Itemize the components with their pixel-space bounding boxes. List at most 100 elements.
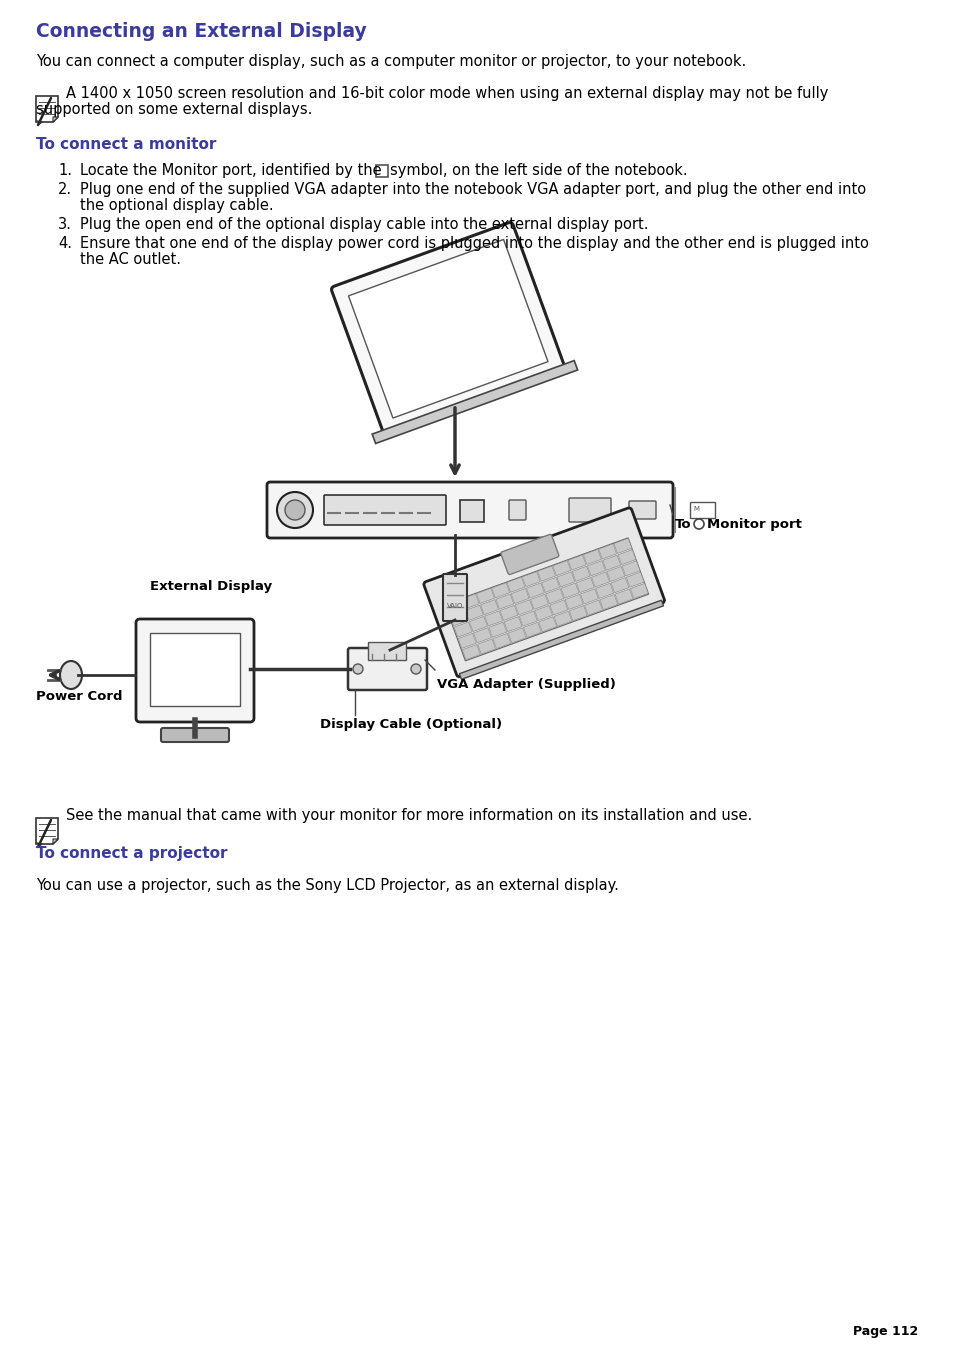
Bar xyxy=(621,561,639,576)
FancyBboxPatch shape xyxy=(423,508,664,677)
Bar xyxy=(523,623,540,638)
Bar xyxy=(534,605,552,620)
Bar xyxy=(477,639,495,654)
Text: Power Cord: Power Cord xyxy=(36,690,122,703)
Bar xyxy=(515,600,533,615)
Bar xyxy=(554,611,572,627)
Bar xyxy=(618,550,636,565)
Bar xyxy=(576,577,594,593)
Bar xyxy=(625,571,643,588)
Text: Page 112: Page 112 xyxy=(852,1325,917,1337)
Circle shape xyxy=(411,663,420,674)
Text: VGA Adapter (Supplied): VGA Adapter (Supplied) xyxy=(436,678,616,690)
Bar xyxy=(462,644,479,659)
Text: See the manual that came with your monitor for more information on its installat: See the manual that came with your monit… xyxy=(66,808,752,823)
FancyBboxPatch shape xyxy=(500,535,558,574)
Bar xyxy=(476,588,494,604)
Bar xyxy=(459,500,483,521)
Ellipse shape xyxy=(60,661,82,689)
Bar xyxy=(557,571,575,586)
Text: Plug one end of the supplied VGA adapter into the notebook VGA adapter port, and: Plug one end of the supplied VGA adapter… xyxy=(80,182,865,197)
Bar xyxy=(484,611,502,626)
Bar xyxy=(511,589,529,604)
Text: External Display: External Display xyxy=(150,580,272,593)
Text: VAIO: VAIO xyxy=(447,603,463,609)
FancyBboxPatch shape xyxy=(267,482,672,538)
Text: supported on some external displays.: supported on some external displays. xyxy=(36,101,312,118)
Bar xyxy=(503,616,521,632)
FancyBboxPatch shape xyxy=(509,500,525,520)
Text: Plug the open end of the optional display cable into the external display port.: Plug the open end of the optional displa… xyxy=(80,218,648,232)
Bar xyxy=(553,561,570,576)
Bar xyxy=(372,361,577,443)
Bar xyxy=(445,600,463,615)
FancyBboxPatch shape xyxy=(161,728,229,742)
Circle shape xyxy=(693,519,703,530)
Text: the optional display cable.: the optional display cable. xyxy=(80,199,274,213)
Text: 1.: 1. xyxy=(58,163,71,178)
Text: You can connect a computer display, such as a computer monitor or projector, to : You can connect a computer display, such… xyxy=(36,54,745,69)
Bar xyxy=(526,582,544,598)
Text: Connecting an External Display: Connecting an External Display xyxy=(36,22,366,41)
FancyBboxPatch shape xyxy=(332,223,564,435)
Bar xyxy=(459,600,662,680)
Bar xyxy=(493,634,510,648)
Bar xyxy=(595,584,613,598)
Bar xyxy=(530,594,548,609)
Bar xyxy=(541,577,559,593)
Bar xyxy=(454,621,472,638)
Bar xyxy=(572,566,590,581)
Text: You can use a projector, such as the Sony LCD Projector, as an external display.: You can use a projector, such as the Son… xyxy=(36,878,618,893)
Text: A 1400 x 1050 screen resolution and 16-bit color mode when using an external dis: A 1400 x 1050 screen resolution and 16-b… xyxy=(66,86,827,101)
FancyBboxPatch shape xyxy=(568,499,610,521)
Bar xyxy=(602,555,620,570)
Text: To connect a monitor: To connect a monitor xyxy=(36,136,216,153)
Bar xyxy=(598,544,616,559)
Bar xyxy=(460,594,478,609)
Bar xyxy=(368,642,406,661)
Bar xyxy=(630,584,648,598)
Bar xyxy=(599,594,618,609)
Circle shape xyxy=(276,492,313,528)
Bar xyxy=(488,623,506,638)
Bar xyxy=(584,600,602,615)
Bar xyxy=(689,503,714,517)
Bar xyxy=(560,584,578,598)
Bar xyxy=(457,634,476,648)
Polygon shape xyxy=(36,96,58,122)
Bar xyxy=(587,561,605,576)
Text: Display Cable (Optional): Display Cable (Optional) xyxy=(319,717,501,731)
Bar xyxy=(375,165,388,177)
Polygon shape xyxy=(36,817,58,844)
Bar xyxy=(473,628,491,643)
FancyBboxPatch shape xyxy=(442,574,467,621)
Text: Monitor port: Monitor port xyxy=(706,517,801,531)
Text: 2.: 2. xyxy=(58,182,72,197)
Bar xyxy=(568,555,585,570)
Bar xyxy=(591,571,609,588)
FancyBboxPatch shape xyxy=(324,494,446,526)
Bar xyxy=(469,616,487,631)
Bar xyxy=(522,571,539,586)
FancyBboxPatch shape xyxy=(348,648,427,690)
Polygon shape xyxy=(53,839,58,844)
Text: To: To xyxy=(675,517,691,531)
Bar xyxy=(606,566,624,581)
Bar xyxy=(465,605,483,620)
Polygon shape xyxy=(53,118,58,122)
Bar xyxy=(499,605,517,620)
Text: M: M xyxy=(692,507,699,512)
Bar xyxy=(518,611,537,626)
Text: the AC outlet.: the AC outlet. xyxy=(80,253,181,267)
Bar xyxy=(610,578,628,593)
Bar xyxy=(569,605,587,620)
Text: 3.: 3. xyxy=(58,218,71,232)
Bar xyxy=(579,589,598,604)
Bar xyxy=(506,577,524,592)
Bar xyxy=(583,550,600,565)
Bar xyxy=(508,628,525,643)
Bar xyxy=(545,589,563,604)
Text: Ensure that one end of the display power cord is plugged into the display and th: Ensure that one end of the display power… xyxy=(80,236,868,251)
Bar xyxy=(450,611,468,626)
Text: To connect a projector: To connect a projector xyxy=(36,846,227,861)
